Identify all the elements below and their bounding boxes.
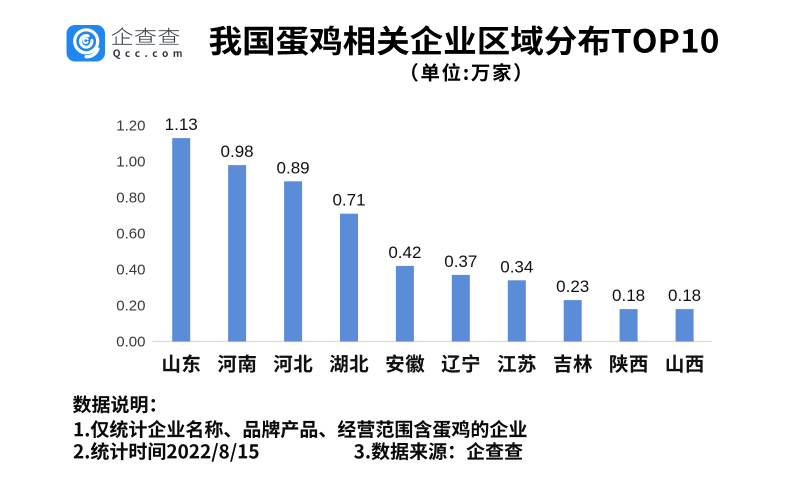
svg-text:1.13: 1.13 <box>165 115 198 134</box>
svg-text:0.60: 0.60 <box>116 226 145 243</box>
svg-text:0.40: 0.40 <box>116 262 145 279</box>
svg-text:0.80: 0.80 <box>116 190 145 207</box>
svg-text:0.42: 0.42 <box>388 243 421 262</box>
svg-text:0.98: 0.98 <box>221 142 254 161</box>
svg-text:0.00: 0.00 <box>116 334 145 351</box>
svg-text:0.18: 0.18 <box>668 286 701 305</box>
svg-text:0.23: 0.23 <box>556 277 589 296</box>
svg-text:1.00: 1.00 <box>116 154 145 171</box>
svg-text:0.37: 0.37 <box>444 252 477 271</box>
svg-text:0.34: 0.34 <box>500 257 533 276</box>
svg-text:1.20: 1.20 <box>116 118 145 135</box>
svg-text:0.18: 0.18 <box>612 286 645 305</box>
svg-text:0.20: 0.20 <box>116 298 145 315</box>
svg-text:0.89: 0.89 <box>277 158 310 177</box>
svg-text:0.71: 0.71 <box>332 191 365 210</box>
